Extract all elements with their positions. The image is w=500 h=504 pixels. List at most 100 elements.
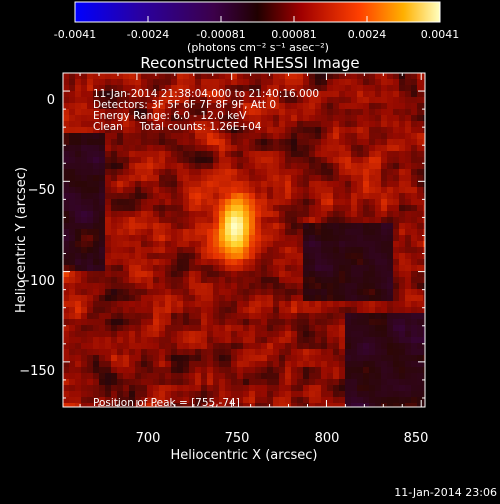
- axis-ticks: [63, 73, 425, 407]
- heatmap-cell: [189, 151, 196, 158]
- heatmap-cell: [135, 163, 142, 170]
- heatmap-cell: [363, 247, 370, 254]
- heatmap-cell: [255, 229, 262, 236]
- heatmap-cell: [237, 157, 244, 164]
- heatmap-cell: [225, 235, 232, 242]
- heatmap-cell: [183, 235, 190, 242]
- heatmap-cell: [147, 373, 154, 380]
- heatmap-cell: [315, 271, 322, 278]
- heatmap-cell: [237, 73, 244, 80]
- heatmap-cell: [297, 331, 304, 338]
- heatmap-cell: [393, 319, 400, 326]
- heatmap-cell: [117, 73, 124, 80]
- heatmap-cell: [291, 313, 298, 320]
- heatmap-cell: [171, 241, 178, 248]
- heatmap-cell: [207, 217, 214, 224]
- heatmap-cell: [375, 211, 382, 218]
- heatmap-cell: [183, 313, 190, 320]
- heatmap-cell: [279, 181, 286, 188]
- heatmap-cell: [423, 289, 425, 296]
- heatmap-cell: [111, 133, 118, 140]
- heatmap-cell: [237, 271, 244, 278]
- heatmap-cell: [147, 193, 154, 200]
- heatmap-cell: [105, 379, 112, 386]
- heatmap-cell: [81, 403, 88, 407]
- heatmap-cell: [381, 313, 388, 320]
- heatmap-cell: [327, 97, 334, 104]
- heatmap-cell: [387, 199, 394, 206]
- heatmap-cell: [159, 397, 166, 404]
- heatmap-cell: [123, 379, 130, 386]
- heatmap-cell: [165, 301, 172, 308]
- heatmap-cell: [201, 385, 208, 392]
- heatmap-cell: [87, 217, 94, 224]
- heatmap-cell: [249, 277, 256, 284]
- heatmap-cell: [225, 343, 232, 350]
- heatmap-cell: [327, 109, 334, 116]
- heatmap-cell: [321, 247, 328, 254]
- heatmap-cell: [129, 157, 136, 164]
- heatmap-cell: [207, 337, 214, 344]
- heatmap-cell: [363, 109, 370, 116]
- heatmap-cell: [321, 373, 328, 380]
- heatmap-cell: [153, 277, 160, 284]
- heatmap-cell: [255, 235, 262, 242]
- heatmap-cell: [255, 199, 262, 206]
- heatmap-cell: [81, 193, 88, 200]
- heatmap-cell: [273, 391, 280, 398]
- heatmap-cell: [273, 85, 280, 92]
- heatmap-cell: [231, 187, 238, 194]
- heatmap-cell: [285, 343, 292, 350]
- heatmap-cell: [129, 271, 136, 278]
- heatmap-cell: [177, 169, 184, 176]
- heatmap-cell: [75, 403, 82, 407]
- heatmap-cell: [195, 139, 202, 146]
- heatmap-cell: [195, 361, 202, 368]
- heatmap-cell: [225, 91, 232, 98]
- heatmap-cell: [165, 97, 172, 104]
- heatmap-cell: [291, 301, 298, 308]
- heatmap-cell: [285, 145, 292, 152]
- heatmap-cell: [111, 79, 118, 86]
- heatmap-cell: [417, 295, 424, 302]
- heatmap-cell: [63, 199, 70, 206]
- heatmap-cell: [375, 85, 382, 92]
- heatmap-cell: [345, 91, 352, 98]
- heatmap-cell: [261, 127, 268, 134]
- heatmap-cell: [405, 205, 412, 212]
- heatmap-cell: [399, 205, 406, 212]
- heatmap-cell: [381, 175, 388, 182]
- heatmap-cell: [399, 79, 406, 86]
- heatmap-cell: [285, 379, 292, 386]
- heatmap-cell: [183, 385, 190, 392]
- heatmap-cell: [171, 145, 178, 152]
- heatmap-cell: [93, 121, 100, 128]
- heatmap-cell: [393, 325, 400, 332]
- heatmap-cell: [237, 349, 244, 356]
- heatmap-cell: [225, 403, 232, 407]
- heatmap-cell: [381, 79, 388, 86]
- heatmap-cell: [291, 343, 298, 350]
- heatmap-cell: [183, 169, 190, 176]
- heatmap-cell: [393, 373, 400, 380]
- heatmap-cell: [171, 301, 178, 308]
- heatmap-cell: [351, 109, 358, 116]
- heatmap-cell: [357, 271, 364, 278]
- heatmap-cell: [123, 253, 130, 260]
- heatmap-cell: [153, 307, 160, 314]
- heatmap-cell: [309, 151, 316, 158]
- heatmap-cell: [147, 223, 154, 230]
- heatmap-cell: [375, 313, 382, 320]
- heatmap-cell: [321, 145, 328, 152]
- heatmap-cell: [243, 367, 250, 374]
- heatmap-cell: [417, 379, 424, 386]
- heatmap-cell: [87, 199, 94, 206]
- heatmap-cell: [249, 271, 256, 278]
- heatmap-cell: [351, 205, 358, 212]
- heatmap-cell: [249, 217, 256, 224]
- heatmap-cell: [291, 295, 298, 302]
- heatmap-cell: [321, 151, 328, 158]
- heatmap-cell: [417, 139, 424, 146]
- heatmap-cell: [189, 307, 196, 314]
- heatmap-cell: [219, 313, 226, 320]
